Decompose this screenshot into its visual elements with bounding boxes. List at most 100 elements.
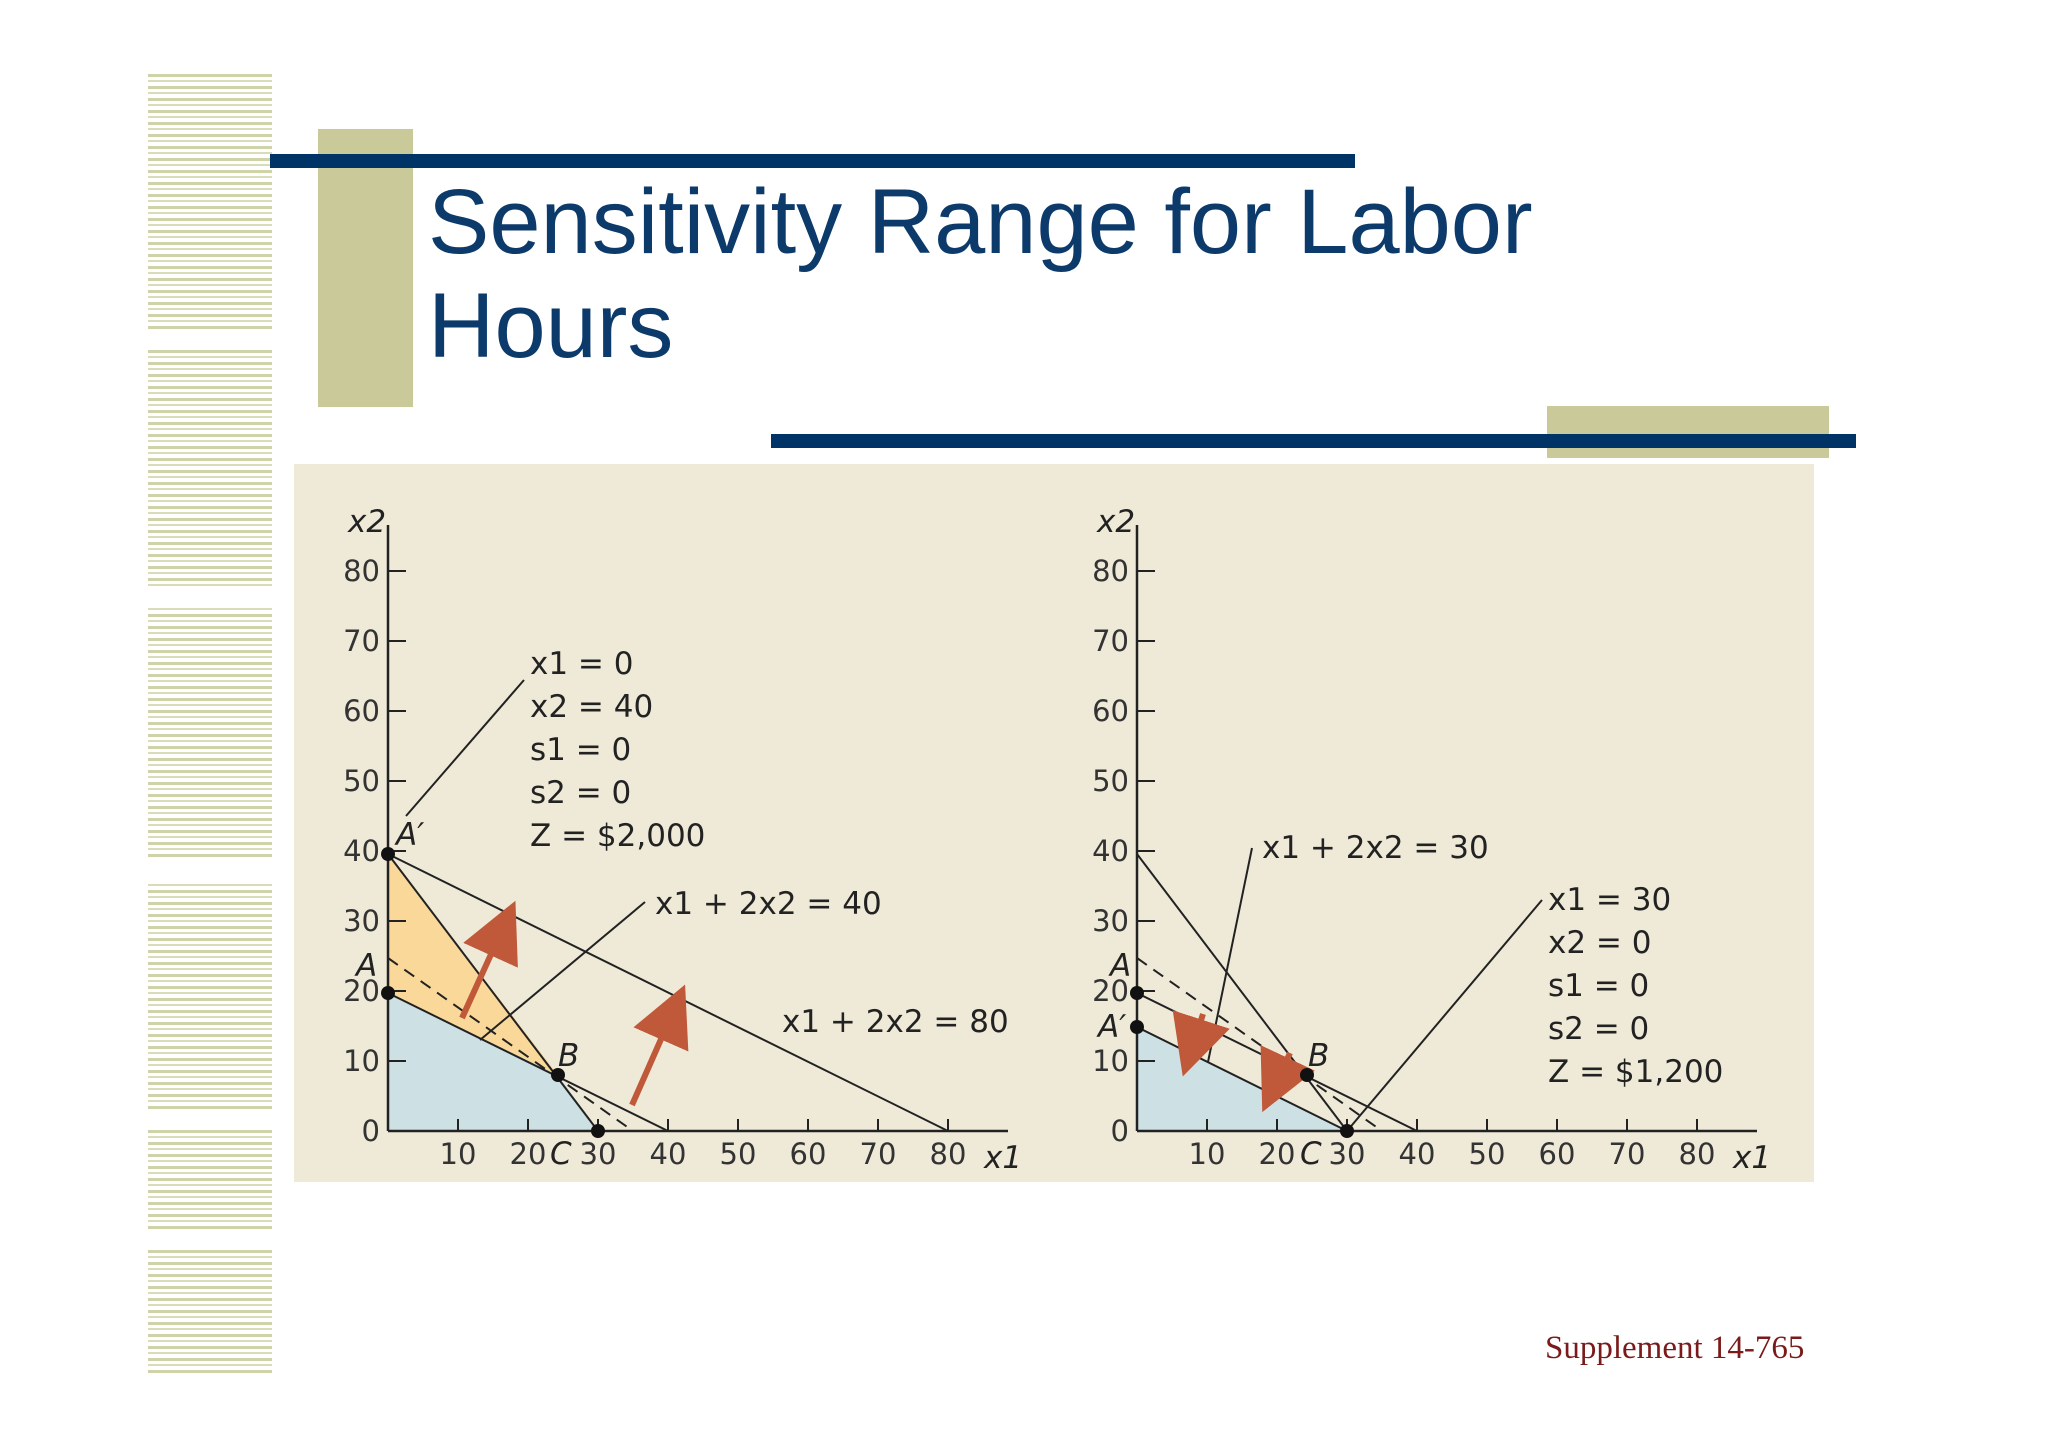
y-tick-label: 70 [1092, 624, 1129, 658]
left-callout-line: Z = $2,000 [530, 818, 705, 854]
left-axes: 10 20 30 40 50 60 70 80 0 10 20 30 40 50 60 70 80 [343, 525, 1008, 1171]
left-callout-line: x1 = 0 [530, 646, 633, 682]
x-tick-label: 50 [720, 1137, 757, 1171]
right-line-objective-dashed [1136, 957, 1383, 1132]
y-tick-label: 0 [1111, 1114, 1129, 1148]
left-chart: 10 20 30 40 50 60 70 80 0 10 20 30 40 50 60 70 80 A′ A B… [343, 504, 1022, 1176]
left-callout: x1 = 0 x2 = 40 s1 = 0 s2 = 0 Z = $2,000 [530, 646, 705, 854]
y-tick-label: 60 [343, 694, 380, 728]
stripe-gap [148, 1110, 272, 1128]
title-rule-top [270, 154, 1355, 168]
left-point-a-prime [381, 847, 395, 861]
left-line-clay [387, 853, 599, 1132]
right-chart: 10 20 30 40 50 60 70 80 0 10 20 30 40 50 60 70 80 A A′ B… [1092, 504, 1771, 1176]
x-tick-label: 60 [1539, 1137, 1576, 1171]
decorative-stripes [148, 74, 272, 1374]
right-label-c: C [1300, 1136, 1322, 1172]
left-line-labor-40 [387, 992, 669, 1132]
y-tick-label: 10 [1092, 1044, 1129, 1078]
left-label-b: B [558, 1038, 579, 1074]
left-line-label: x1 + 2x2 = 40 [655, 886, 882, 922]
y-tick-label: 10 [343, 1044, 380, 1078]
right-point-a-prime [1130, 1020, 1144, 1034]
right-label-a-prime: A′ [1096, 1009, 1126, 1045]
title-rule-bottom [771, 434, 1856, 448]
left-axis-y-title: x2 [347, 504, 386, 540]
y-tick-label: 30 [343, 904, 380, 938]
right-line-label: x1 + 2x2 = 30 [1262, 830, 1489, 866]
right-axis-x-title: x1 [1732, 1140, 1771, 1176]
y-tick-label: 50 [1092, 764, 1129, 798]
right-callout-line: s1 = 0 [1548, 968, 1649, 1004]
right-callout-line: x2 = 0 [1548, 925, 1651, 961]
right-point-c [1340, 1124, 1354, 1138]
title-line-1: Sensitivity Range for Labor [428, 171, 1533, 273]
x-tick-label: 20 [510, 1137, 547, 1171]
stripe-gap [148, 860, 272, 882]
left-callout-leader [405, 679, 525, 817]
left-label-a: A [354, 948, 377, 984]
left-line-label: x1 + 2x2 = 80 [782, 1004, 1009, 1040]
right-axis-y-title: x2 [1096, 504, 1135, 540]
right-label-a: A [1108, 948, 1131, 984]
x-tick-label: 70 [860, 1137, 897, 1171]
left-feasible-region [388, 993, 598, 1131]
x-tick-label: 50 [1469, 1137, 1506, 1171]
y-tick-label: 50 [343, 764, 380, 798]
slide-footer: Supplement 14-765 [1545, 1330, 1805, 1366]
left-point-a [381, 986, 395, 1000]
left-callout-line: s1 = 0 [530, 732, 631, 768]
right-callout-line: Z = $1,200 [1548, 1054, 1723, 1090]
y-tick-label: 80 [343, 554, 380, 588]
page-title: Sensitivity Range for Labor Hours [428, 170, 1828, 378]
x-tick-label: 10 [1189, 1137, 1226, 1171]
x-tick-label: 10 [440, 1137, 477, 1171]
right-callout-line: x1 = 30 [1548, 882, 1671, 918]
y-tick-label: 70 [343, 624, 380, 658]
x-tick-label: 60 [790, 1137, 827, 1171]
stripe-gap [148, 590, 272, 608]
right-arrow-1 [1172, 1010, 1230, 1077]
right-point-a [1130, 986, 1144, 1000]
stripe-gap [148, 1230, 272, 1250]
y-tick-label: 20 [343, 974, 380, 1008]
right-callout-leader [1346, 899, 1543, 1132]
x-tick-label: 40 [650, 1137, 687, 1171]
x-tick-label: 20 [1259, 1137, 1296, 1171]
left-label-c: C [550, 1136, 572, 1172]
right-axes: 10 20 30 40 50 60 70 80 0 10 20 30 40 50 60 70 80 [1092, 525, 1757, 1171]
left-point-b [551, 1068, 565, 1082]
x-tick-label: 80 [930, 1137, 967, 1171]
x-tick-label: 40 [1399, 1137, 1436, 1171]
left-callout-line: x2 = 40 [530, 689, 653, 725]
y-tick-label: 30 [1092, 904, 1129, 938]
x-tick-label: 80 [1679, 1137, 1716, 1171]
y-tick-label: 20 [1092, 974, 1129, 1008]
left-label-a-prime: A′ [394, 817, 424, 853]
right-line-labor-30 [1136, 1026, 1348, 1132]
y-tick-label: 40 [1092, 834, 1129, 868]
x-tick-label: 30 [1329, 1137, 1366, 1171]
y-tick-label: 40 [343, 834, 380, 868]
left-callout-line: s2 = 0 [530, 775, 631, 811]
right-callout-line: s2 = 0 [1548, 1011, 1649, 1047]
x-tick-label: 30 [580, 1137, 617, 1171]
divider-accent-block [1547, 406, 1829, 458]
y-tick-label: 80 [1092, 554, 1129, 588]
left-label-leader [479, 901, 646, 1041]
title-accent-block [318, 129, 413, 407]
left-arrow-1 [459, 900, 518, 1020]
left-line-objective-dashed [387, 957, 634, 1132]
y-tick-label: 0 [362, 1114, 380, 1148]
y-tick-label: 60 [1092, 694, 1129, 728]
left-arrow-2 [629, 984, 689, 1107]
stripe-gap [148, 330, 272, 350]
right-arrow-2 [1260, 1045, 1315, 1113]
x-tick-label: 70 [1609, 1137, 1646, 1171]
right-point-b [1300, 1068, 1314, 1082]
left-point-c [591, 1124, 605, 1138]
left-axis-x-title: x1 [983, 1140, 1022, 1176]
right-label-b: B [1308, 1038, 1329, 1074]
right-callout: x1 = 30 x2 = 0 s1 = 0 s2 = 0 Z = $1,200 [1548, 882, 1723, 1090]
